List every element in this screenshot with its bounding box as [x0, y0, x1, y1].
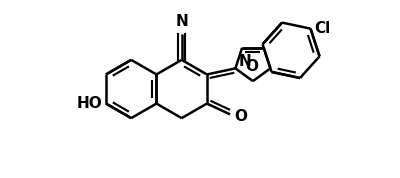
Text: O: O	[246, 59, 258, 74]
Text: N: N	[239, 54, 252, 69]
Text: Cl: Cl	[314, 21, 331, 36]
Text: N: N	[175, 14, 188, 29]
Text: O: O	[234, 109, 247, 124]
Text: HO: HO	[77, 96, 103, 111]
